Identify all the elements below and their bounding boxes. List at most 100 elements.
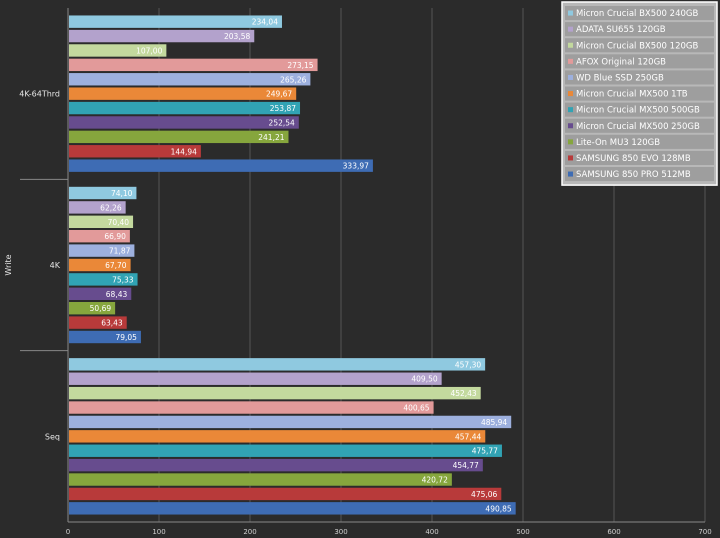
legend-row <box>565 6 714 21</box>
bar <box>69 358 486 371</box>
bar <box>69 502 516 515</box>
bar-value-label: 454,77 <box>453 461 479 470</box>
legend-label: Micron Crucial MX500 250GB <box>576 122 700 132</box>
bar <box>69 87 297 100</box>
legend-label: Micron Crucial BX500 240GB <box>576 9 698 19</box>
legend-row <box>565 22 714 37</box>
bar <box>69 430 486 443</box>
legend-row <box>565 38 714 53</box>
legend-row <box>565 167 714 182</box>
bar <box>69 73 311 86</box>
bar-value-label: 273,15 <box>287 61 313 70</box>
category-label: 4K <box>50 261 61 270</box>
legend-row <box>565 54 714 69</box>
bar-value-label: 66,90 <box>104 232 126 241</box>
bar <box>69 487 502 501</box>
bar-value-label: 457,44 <box>455 432 481 441</box>
legend-label: ADATA SU655 120GB <box>576 25 666 35</box>
bar <box>69 258 131 272</box>
legend-swatch <box>568 91 573 97</box>
x-tick-label: 100 <box>152 528 165 536</box>
legend-swatch <box>568 139 573 145</box>
bar-value-label: 420,72 <box>422 476 448 485</box>
bar <box>69 330 141 344</box>
bar <box>69 458 483 472</box>
legend-row <box>565 70 714 85</box>
bar <box>69 215 134 228</box>
legend-row <box>565 150 714 165</box>
legend-swatch <box>568 42 573 48</box>
legend-label: SAMSUNG 850 EVO 128MB <box>576 154 691 164</box>
bar-value-label: 71,87 <box>109 247 131 256</box>
bar-value-label: 79,05 <box>115 333 137 342</box>
x-tick-label: 400 <box>425 528 438 536</box>
x-tick-label: 600 <box>607 528 620 536</box>
bar-value-label: 203,58 <box>224 32 250 41</box>
legend-label: Lite-On MU3 120GB <box>576 138 660 148</box>
bar <box>69 444 502 457</box>
bar <box>69 116 299 129</box>
legend-swatch <box>568 123 573 129</box>
bar-value-label: 409,50 <box>411 375 437 384</box>
legend-label: Micron Crucial MX500 500GB <box>576 106 700 116</box>
bar-value-label: 452,43 <box>450 389 476 398</box>
legend-swatch <box>568 171 573 177</box>
bar <box>69 230 130 243</box>
bar-value-label: 67,70 <box>105 261 127 270</box>
legend-swatch <box>568 58 573 64</box>
bar-value-label: 457,30 <box>455 360 481 369</box>
bar <box>69 244 135 257</box>
legend-label: Micron Crucial MX500 1TB <box>576 90 688 100</box>
bar <box>69 273 138 286</box>
bar-value-label: 400,65 <box>403 404 429 413</box>
bar <box>69 130 289 144</box>
legend-row <box>565 86 714 101</box>
bar <box>69 101 301 115</box>
axes: Write <box>4 8 705 523</box>
x-tick-label: 200 <box>243 528 256 536</box>
bar-value-label: 490,85 <box>485 504 511 513</box>
bar <box>69 372 442 385</box>
bar-value-label: 144,94 <box>171 147 197 156</box>
bar <box>69 316 127 329</box>
legend-label: SAMSUNG 850 PRO 512MB <box>576 170 691 180</box>
bar-value-label: 252,54 <box>269 118 295 127</box>
bar <box>69 473 452 486</box>
bar <box>69 287 132 300</box>
bar-value-label: 475,77 <box>472 447 498 456</box>
bar-value-label: 107,00 <box>136 46 162 55</box>
bar <box>69 201 126 214</box>
bar <box>69 302 116 315</box>
legend-swatch <box>568 10 573 16</box>
legend-swatch <box>568 107 573 113</box>
legend-label: WD Blue SSD 250GB <box>576 73 664 83</box>
x-tick-label: 500 <box>516 528 529 536</box>
category-label: 4K-64Thrd <box>19 90 60 99</box>
x-tick-label: 700 <box>698 528 711 536</box>
bar-value-label: 253,87 <box>270 104 296 113</box>
legend-swatch <box>568 155 573 161</box>
y-axis-title: Write <box>4 254 13 275</box>
bar <box>69 415 512 429</box>
bar <box>69 15 282 28</box>
legend-row <box>565 118 714 133</box>
legend-swatch <box>568 26 573 32</box>
legend-row <box>565 134 714 149</box>
bar-value-label: 485,94 <box>481 418 507 427</box>
bar-value-label: 50,69 <box>90 304 112 313</box>
bar-value-label: 475,06 <box>471 490 497 499</box>
legend: Micron Crucial BX500 240GB ADATA SU655 12… <box>561 1 718 186</box>
bar <box>69 386 481 400</box>
bar-value-label: 333,97 <box>343 162 369 171</box>
legend-label: AFOX Original 120GB <box>576 57 666 67</box>
bar-value-label: 249,67 <box>266 90 292 99</box>
bar-value-label: 70,40 <box>108 218 130 227</box>
bar-value-label: 63,43 <box>101 319 123 328</box>
bar <box>69 44 167 57</box>
bar-value-label: 74,10 <box>111 189 133 198</box>
bar <box>69 145 201 158</box>
category-label: Seq <box>45 432 60 441</box>
legend-swatch <box>568 74 573 80</box>
